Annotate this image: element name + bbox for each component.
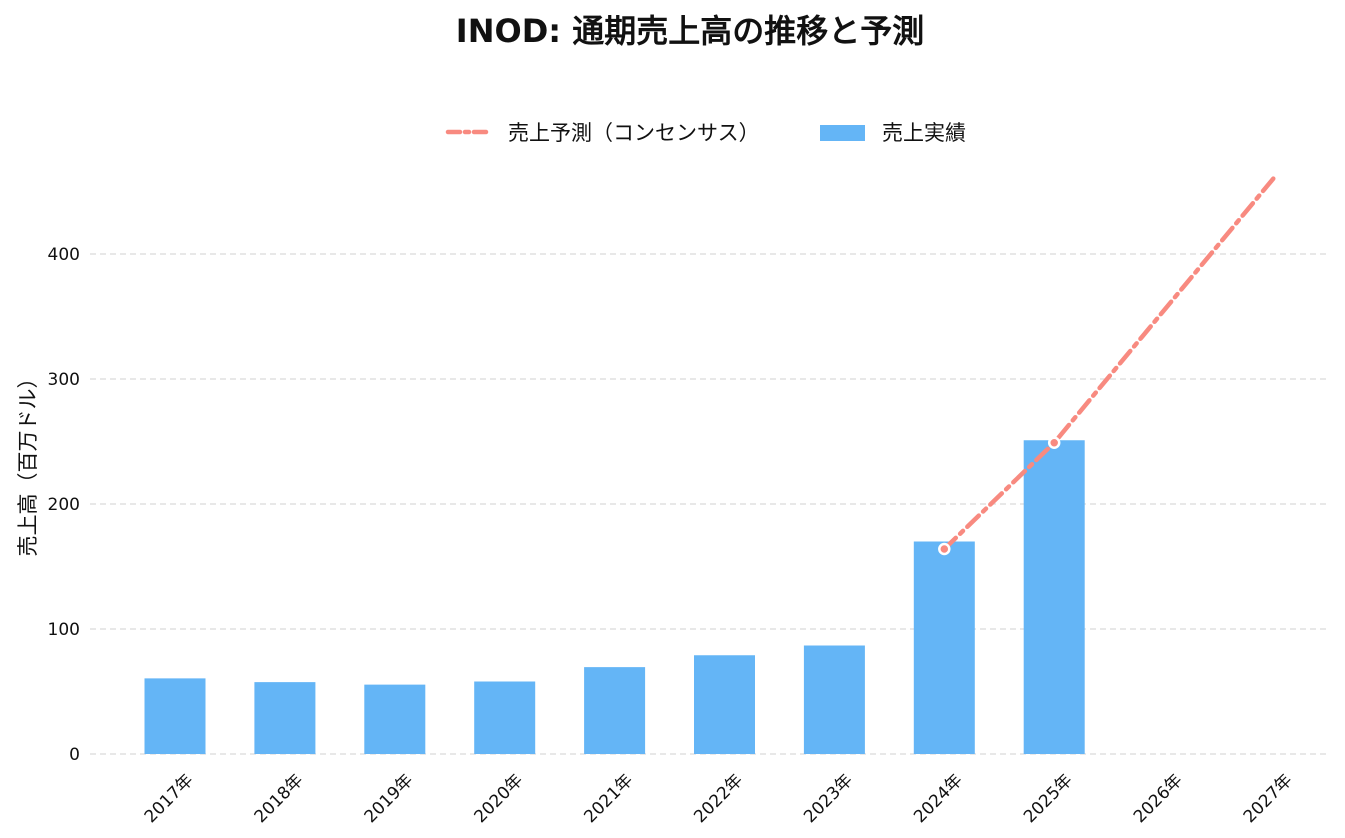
legend-swatch-actual <box>820 125 865 141</box>
y-tick-label-0: 0 <box>69 745 80 765</box>
x-tick-label-2025年: 2025年 <box>1020 770 1077 827</box>
x-tick-label-2019年: 2019年 <box>361 770 418 827</box>
y-tick-labels: 0 100 200 300 400 <box>48 245 80 765</box>
bar-2021年 <box>584 667 646 754</box>
bar-2023年 <box>803 645 865 754</box>
chart-title: INOD: 通期売上高の推移と予測 <box>456 12 924 50</box>
x-tick-label-2023年: 2023年 <box>800 770 857 827</box>
bar-2024年 <box>913 541 975 754</box>
x-tick-label-2017年: 2017年 <box>141 770 198 827</box>
forecast-line-group <box>938 175 1277 556</box>
legend-label-forecast: 売上予測（コンセンサス） <box>508 121 760 145</box>
bar-2017年 <box>144 678 206 754</box>
x-tick-label-2022年: 2022年 <box>690 770 747 827</box>
actual-revenue-bars <box>144 440 1085 754</box>
bar-2020年 <box>474 681 536 754</box>
x-tick-labels: 2017年 2018年 2019年 2020年 2021年 2022年 2023年 2024年… <box>141 770 1297 827</box>
x-tick-label-2026年: 2026年 <box>1130 770 1187 827</box>
legend-label-actual: 売上実績 <box>882 121 966 145</box>
bar-2022年 <box>694 655 755 754</box>
y-tick-label-300: 300 <box>48 370 80 390</box>
x-tick-label-2027年: 2027年 <box>1240 770 1297 827</box>
bar-2018年 <box>254 682 316 754</box>
y-tick-label-200: 200 <box>48 495 80 515</box>
y-axis-label: 売上高（百万ドル） <box>16 368 40 557</box>
forecast-point-2024年 <box>938 542 951 556</box>
bar-2025年 <box>1023 440 1085 754</box>
forecast-line <box>942 175 1277 552</box>
bar-2019年 <box>364 684 426 754</box>
x-tick-label-2020年: 2020年 <box>470 770 527 827</box>
x-tick-label-2018年: 2018年 <box>251 770 308 827</box>
forecast-point-2025年 <box>1047 436 1061 449</box>
chart-legend: 売上予測（コンセンサス） 売上実績 <box>445 121 966 145</box>
y-tick-label-400: 400 <box>48 245 80 265</box>
x-tick-label-2021年: 2021年 <box>580 770 637 827</box>
x-tick-label-2024年: 2024年 <box>910 770 967 827</box>
y-tick-label-100: 100 <box>48 620 80 640</box>
